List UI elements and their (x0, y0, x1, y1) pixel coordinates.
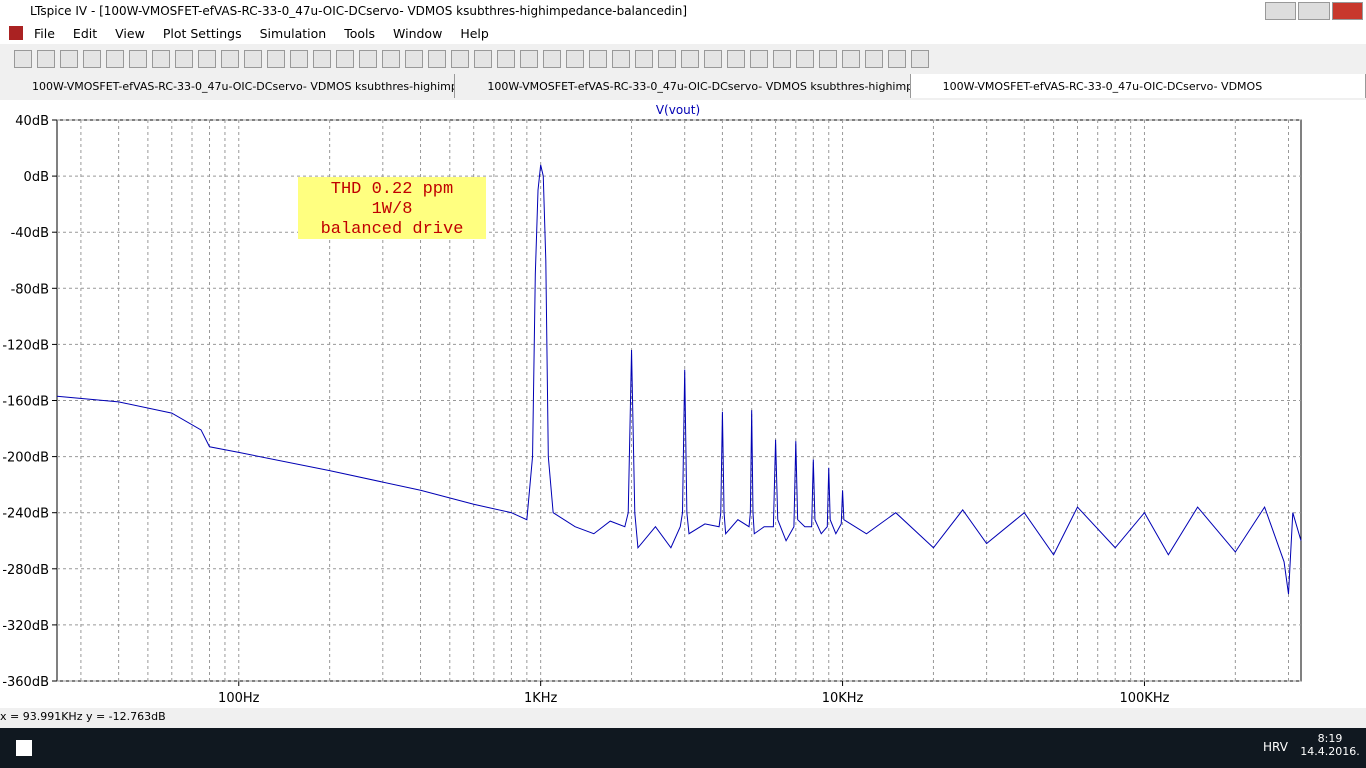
menu-item[interactable]: Simulation (259, 25, 327, 41)
series-line (56, 164, 1302, 595)
annotation: 1W/8 (372, 200, 413, 219)
tool-button[interactable] (451, 50, 469, 68)
annotation: THD 0.22 ppm (331, 180, 453, 199)
tool-button[interactable] (221, 50, 239, 68)
menu-item[interactable]: Plot Settings (162, 25, 242, 41)
y-tick-label: -240dB (2, 507, 49, 522)
x-tick-label: 1KHz (524, 691, 558, 706)
menu-item[interactable]: File (34, 25, 55, 41)
tab-bar: 100W-VMOSFET-efVAS-RC-33-0_47u-OIC-DCser… (0, 74, 1366, 100)
tool-button[interactable] (750, 50, 768, 68)
close[interactable] (1331, 2, 1363, 20)
x-tick-label: 100Hz (218, 691, 260, 706)
tab[interactable]: 100W-VMOSFET-efVAS-RC-33-0_47u-OIC-DCser… (455, 74, 911, 98)
tool-button[interactable] (681, 50, 699, 68)
tool-button[interactable] (244, 50, 262, 68)
tool-button[interactable] (290, 50, 308, 68)
menu-item[interactable]: View (115, 25, 145, 41)
window-title: LTspice IV - [100W-VMOSFET-efVAS-RC-33-0… (30, 4, 688, 18)
annotation-box (298, 177, 486, 239)
tool-button[interactable] (589, 50, 607, 68)
menu-bar: File Edit View Plot Settings Simulation Tools… (0, 22, 1366, 44)
tab[interactable]: 100W-VMOSFET-efVAS-RC-33-0_47u-OIC-DCser… (910, 74, 1366, 98)
tab[interactable]: 100W-VMOSFET-efVAS-RC-33-0_47u-OIC-DCser… (0, 74, 456, 98)
tool-button[interactable] (704, 50, 722, 68)
taskbar: HRV 8:19 14.4.2016. (0, 728, 1366, 768)
tool-button[interactable] (267, 50, 285, 68)
tool-button[interactable] (888, 50, 906, 68)
tool-button[interactable] (543, 50, 561, 68)
y-tick-label: -80dB (11, 282, 49, 297)
tool-button[interactable] (474, 50, 492, 68)
menu-item[interactable]: Edit (72, 25, 98, 41)
y-tick-label: 40dB (15, 114, 49, 129)
y-tick-label: -280dB (2, 563, 49, 578)
toolbar (0, 44, 1366, 75)
tool-button[interactable] (658, 50, 676, 68)
restore[interactable] (1298, 2, 1330, 20)
y-tick-label: -360dB (2, 675, 49, 690)
annotation: balanced drive (321, 220, 464, 239)
tool-button[interactable] (796, 50, 814, 68)
tool-button[interactable] (819, 50, 837, 68)
tool-button[interactable] (175, 50, 193, 68)
tool-button[interactable] (842, 50, 860, 68)
y-tick-label: -160dB (2, 395, 49, 410)
x-tick-label: 100KHz (1119, 691, 1169, 706)
tool-button[interactable] (865, 50, 883, 68)
time: 8:19 (1317, 732, 1343, 745)
status-bar: x = 93.991KHz y = -12.763dB (0, 710, 166, 723)
y-tick-label: -120dB (2, 338, 49, 353)
tool-button[interactable] (773, 50, 791, 68)
tool-button[interactable] (566, 50, 584, 68)
y-tick-label: -40dB (11, 226, 49, 241)
language[interactable]: HRV (1263, 740, 1288, 754)
y-tick-label: 0dB (24, 170, 49, 185)
tool-button[interactable] (152, 50, 170, 68)
chart-title: V(vout) (656, 103, 700, 117)
tool-button[interactable] (497, 50, 515, 68)
tool-button[interactable] (635, 50, 653, 68)
minimize[interactable] (1265, 2, 1297, 20)
tool-button[interactable] (405, 50, 423, 68)
plot: V(vout) 100Hz 1KHz 10KHz 100KHz 40dB 0dB -40dB -… (0, 100, 1366, 708)
start-button[interactable] (16, 740, 32, 756)
y-tick-label: -200dB (2, 451, 49, 466)
tool-button[interactable] (129, 50, 147, 68)
tool-button[interactable] (198, 50, 216, 68)
menu-item[interactable]: Help (460, 25, 489, 41)
tool-button[interactable] (83, 50, 101, 68)
date: 14.4.2016. (1300, 745, 1360, 758)
tool-button[interactable] (520, 50, 538, 68)
x-tick-label: 10KHz (822, 691, 864, 706)
tool-button[interactable] (313, 50, 331, 68)
tool-button[interactable] (382, 50, 400, 68)
tool-button[interactable] (911, 50, 929, 68)
window-controls (1265, 2, 1363, 20)
tool-button[interactable] (60, 50, 78, 68)
title-bar: LTspice IV - [100W-VMOSFET-efVAS-RC-33-0… (0, 0, 1366, 22)
tool-button[interactable] (336, 50, 354, 68)
tool-button[interactable] (106, 50, 124, 68)
tool-button[interactable] (612, 50, 630, 68)
menu-item[interactable]: Window (393, 25, 443, 41)
y-tick-label: -320dB (2, 619, 49, 634)
menu-item[interactable]: Tools (344, 25, 376, 41)
tool-button[interactable] (359, 50, 377, 68)
clock[interactable]: 8:19 14.4.2016. (1300, 732, 1360, 758)
tool-button[interactable] (14, 50, 32, 68)
tool-button[interactable] (727, 50, 745, 68)
tool-button[interactable] (37, 50, 55, 68)
tool-button[interactable] (428, 50, 446, 68)
